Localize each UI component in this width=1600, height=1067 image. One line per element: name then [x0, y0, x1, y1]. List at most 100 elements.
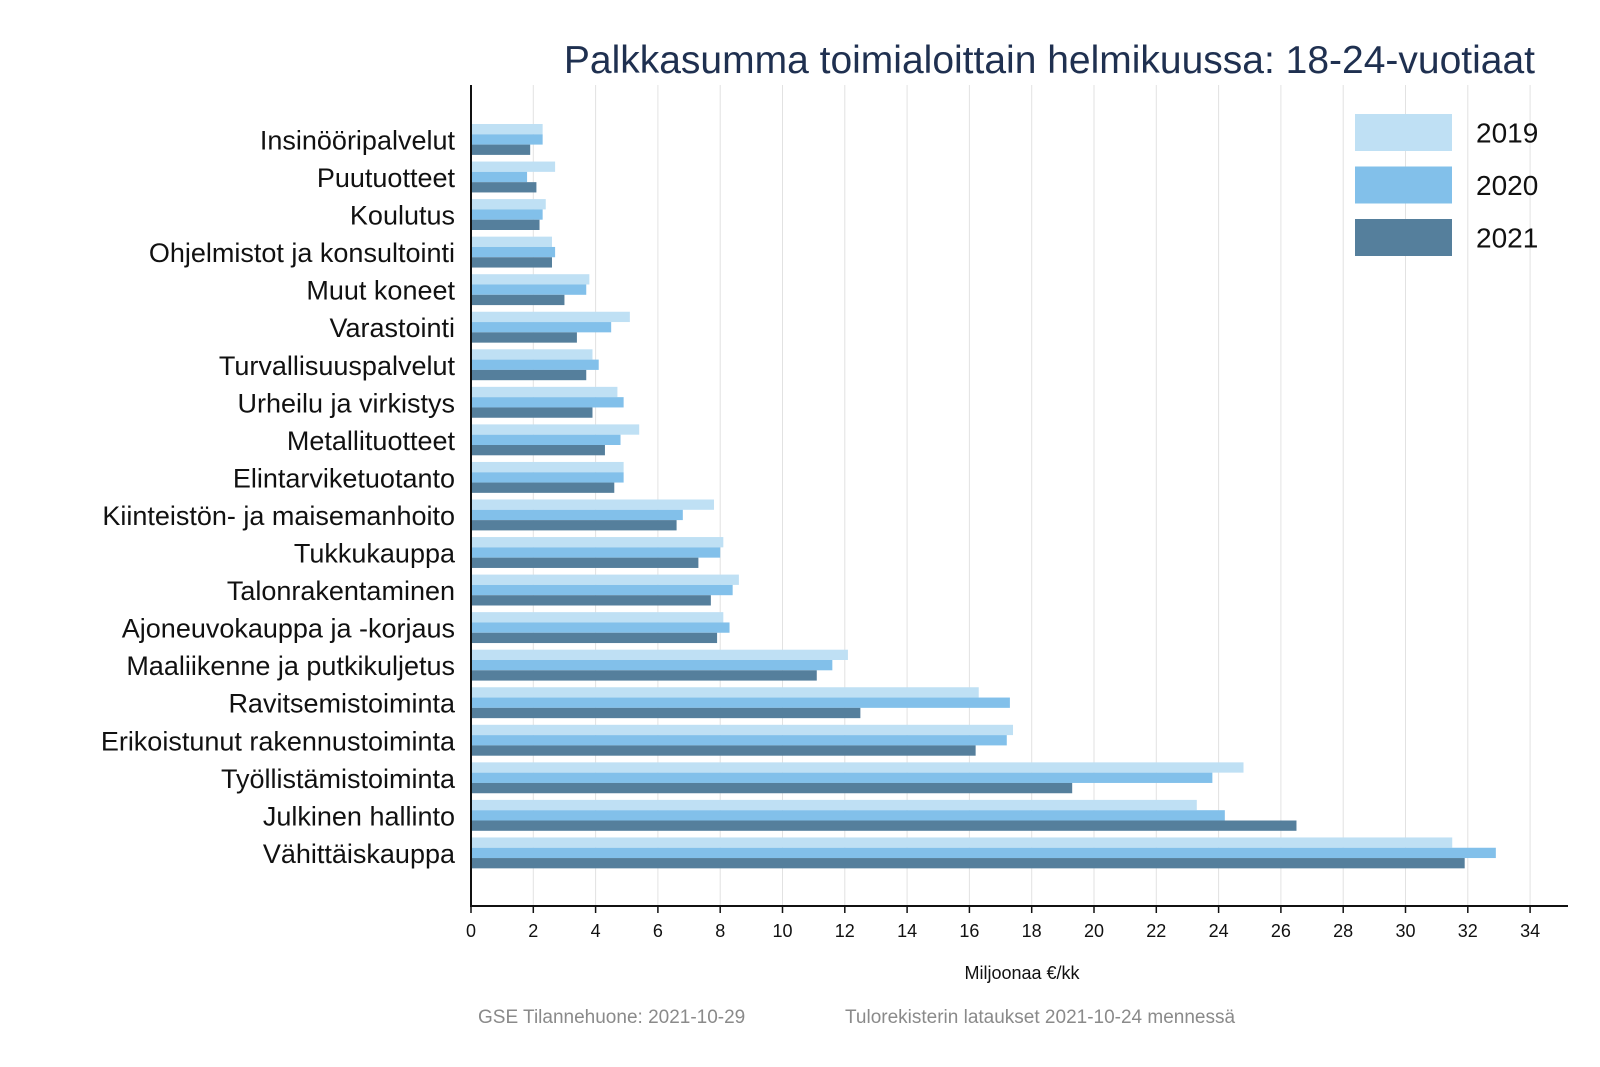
category-label-17: Erikoistunut rakennustoiminta — [101, 726, 456, 756]
bar-2021-18 — [472, 782, 1073, 794]
chart-title: Palkkasumma toimialoittain helmikuussa: … — [564, 39, 1535, 82]
bar-2019-17 — [472, 724, 1014, 736]
bar-2020-4 — [472, 246, 556, 258]
bar-2021-4 — [472, 257, 552, 268]
category-label-20: Vähittäiskauppa — [263, 839, 456, 869]
bar-2021-15 — [472, 670, 817, 681]
x-tick-label-8: 8 — [715, 921, 725, 941]
bar-2020-2 — [472, 171, 528, 183]
bar-2019-7 — [472, 349, 593, 360]
bar-2019-9 — [472, 424, 640, 435]
bar-2020-6 — [472, 322, 612, 333]
bar-2021-5 — [472, 294, 565, 306]
bar-2021-11 — [472, 520, 677, 531]
bar-2019-19 — [472, 799, 1197, 811]
category-label-10: Elintarviketuotanto — [233, 463, 455, 493]
bar-2021-14 — [472, 632, 718, 644]
x-tick-label-26: 26 — [1271, 921, 1291, 941]
bar-2021-3 — [472, 219, 540, 230]
x-axis-title: Miljoonaa €/kk — [964, 963, 1080, 983]
bar-2019-13 — [472, 574, 739, 585]
bar-2021-1 — [472, 144, 531, 155]
category-label-6: Varastointi — [329, 313, 455, 343]
bar-2020-16 — [472, 697, 1010, 708]
axes — [470, 85, 1568, 913]
bar-2020-17 — [472, 735, 1007, 746]
x-tick-label-16: 16 — [959, 921, 979, 941]
category-label-12: Tukkukauppa — [294, 539, 456, 569]
bar-2021-9 — [472, 445, 605, 456]
bar-2020-15 — [472, 660, 833, 671]
category-label-2: Puutuotteet — [317, 163, 456, 193]
footer-note: Tulorekisterin lataukset 2021-10-24 menn… — [845, 1007, 1235, 1028]
bar-2021-17 — [472, 745, 976, 756]
bar-2021-13 — [472, 595, 711, 606]
bar-2020-19 — [472, 810, 1225, 821]
legend: 2019 2020 2021 — [1355, 114, 1538, 256]
bar-2020-5 — [472, 284, 587, 295]
bar-2020-14 — [472, 622, 730, 633]
bar-2021-10 — [472, 482, 615, 493]
bar-2021-19 — [472, 820, 1297, 831]
x-tick-label-28: 28 — [1333, 921, 1353, 941]
bar-2019-18 — [472, 762, 1244, 773]
category-labels: Insinööripalvelut Puutuotteet Koulutus Ohje… — [101, 125, 456, 868]
bar-2020-1 — [472, 134, 543, 145]
bar-2019-5 — [472, 274, 590, 285]
bar-2020-7 — [472, 359, 599, 370]
legend-swatch-2020 — [1355, 166, 1452, 204]
x-tick-label-20: 20 — [1084, 921, 1104, 941]
category-label-5: Muut koneet — [306, 276, 455, 306]
legend-label-2021: 2021 — [1476, 223, 1538, 254]
bar-2019-15 — [472, 649, 848, 660]
category-label-15: Maaliikenne ja putkikuljetus — [126, 651, 455, 681]
x-tick-label-0: 0 — [466, 921, 476, 941]
x-tick-label-30: 30 — [1395, 921, 1415, 941]
bar-2020-12 — [472, 547, 721, 558]
category-label-3: Koulutus — [350, 201, 455, 231]
gridlines — [532, 85, 1531, 906]
x-tick-label-34: 34 — [1520, 921, 1540, 941]
category-label-11: Kiinteistön- ja maisemanhoito — [102, 501, 455, 531]
bar-2019-2 — [472, 161, 556, 172]
bar-2020-18 — [472, 772, 1213, 783]
bar-2020-13 — [472, 584, 733, 596]
bar-2021-6 — [472, 332, 577, 343]
bar-2020-11 — [472, 509, 683, 521]
bar-2019-10 — [472, 461, 624, 473]
x-tick-label-14: 14 — [897, 921, 917, 941]
legend-swatch-2019 — [1355, 114, 1452, 151]
category-label-8: Urheilu ja virkistys — [237, 388, 455, 418]
bar-2020-9 — [472, 434, 621, 445]
bar-2019-8 — [472, 386, 618, 398]
bar-2021-20 — [472, 858, 1465, 869]
bar-2019-1 — [472, 124, 543, 135]
x-tick-label-6: 6 — [653, 921, 663, 941]
bar-2020-3 — [472, 209, 543, 220]
category-label-9: Metallituotteet — [287, 426, 456, 456]
bar-2020-10 — [472, 472, 624, 483]
x-tick-labels: 0 2 4 6 8 10 12 14 16 18 20 22 24 26 28 30 32 34 — [466, 921, 1540, 941]
x-tick-label-32: 32 — [1458, 921, 1478, 941]
bars — [472, 124, 1496, 869]
x-tick-label-22: 22 — [1146, 921, 1166, 941]
x-tick-label-4: 4 — [591, 921, 601, 941]
x-tick-label-2: 2 — [528, 921, 538, 941]
bar-2020-20 — [472, 847, 1496, 859]
bar-2021-16 — [472, 707, 861, 719]
bar-2019-4 — [472, 236, 552, 247]
category-label-14: Ajoneuvokauppa ja -korjaus — [122, 614, 455, 644]
bar-2019-14 — [472, 612, 724, 623]
bar-2019-11 — [472, 499, 714, 510]
bar-2020-8 — [472, 397, 624, 408]
bar-2021-7 — [472, 369, 587, 381]
x-tick-label-12: 12 — [835, 921, 855, 941]
category-label-7: Turvallisuuspalvelut — [219, 351, 456, 381]
bar-2019-20 — [472, 837, 1453, 848]
category-label-4: Ohjelmistot ja konsultointi — [149, 238, 455, 268]
bar-2019-3 — [472, 199, 546, 210]
bar-2019-6 — [472, 311, 630, 323]
category-label-16: Ravitsemistoiminta — [228, 689, 456, 719]
legend-swatch-2021 — [1355, 219, 1452, 256]
